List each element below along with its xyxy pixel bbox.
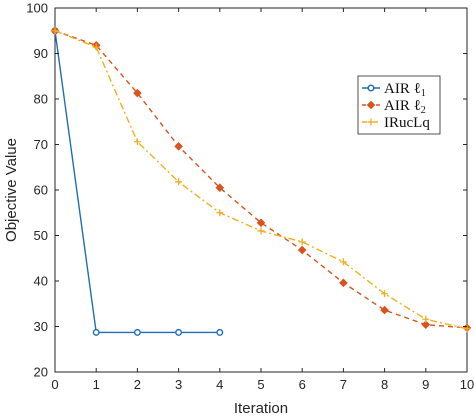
data-point — [216, 328, 224, 336]
x-axis-title: Iteration — [234, 400, 288, 417]
data-point — [422, 315, 430, 323]
data-point — [339, 278, 348, 288]
y-tick-label: 100 — [26, 1, 48, 16]
series-2 — [50, 26, 472, 333]
x-tick-label: 4 — [216, 377, 223, 392]
data-point — [175, 178, 183, 186]
x-tick-label: 5 — [257, 377, 264, 392]
y-tick-label: 80 — [34, 92, 48, 107]
legend-label: AIR ℓ2 — [384, 98, 426, 116]
series-1 — [51, 27, 224, 336]
data-point — [51, 27, 59, 35]
x-tick-label: 6 — [299, 377, 306, 392]
legend-marker — [366, 100, 376, 110]
data-point — [174, 142, 183, 151]
x-tick-label: 2 — [134, 377, 141, 392]
y-tick-label: 60 — [34, 183, 48, 198]
data-point — [381, 290, 389, 298]
data-point — [216, 209, 224, 217]
data-point — [298, 238, 306, 246]
data-point — [92, 43, 100, 51]
x-tick-label: 7 — [340, 377, 347, 392]
y-tick-label: 50 — [34, 228, 48, 243]
x-tick-label: 9 — [422, 377, 429, 392]
legend-label: IRucLq — [384, 115, 430, 131]
data-point — [421, 320, 431, 329]
data-point — [339, 258, 347, 266]
data-point — [256, 218, 266, 228]
y-tick-label: 20 — [34, 365, 48, 380]
data-point — [133, 138, 141, 146]
legend-label: AIR ℓ1 — [384, 81, 426, 99]
x-tick-label: 3 — [175, 377, 182, 392]
legend-marker — [367, 84, 375, 92]
series-layer — [50, 26, 472, 336]
data-point — [133, 328, 141, 336]
y-tick-label: 90 — [34, 46, 48, 61]
y-tick-label: 70 — [34, 137, 48, 152]
data-point — [133, 88, 142, 98]
x-tick-label: 1 — [93, 377, 100, 392]
y-tick-label: 30 — [34, 319, 48, 334]
data-point — [92, 328, 100, 336]
data-point — [215, 183, 225, 193]
data-point — [175, 328, 183, 336]
x-tick-label: 8 — [381, 377, 388, 392]
x-tick-label: 0 — [51, 377, 58, 392]
data-point — [380, 305, 389, 315]
legend-marker — [367, 118, 375, 126]
x-tick-label: 10 — [460, 377, 474, 392]
legend-entry: AIR ℓ2 — [362, 98, 426, 116]
series-line — [54, 30, 468, 329]
data-point — [297, 245, 307, 255]
legend-entry: AIR ℓ1 — [362, 81, 426, 99]
axes-layer: 0 1 2 3 4 5 6 7 8 9 10 20 30 40 50 60 70 80 90 100 — [26, 1, 474, 393]
plot-area — [54, 7, 468, 373]
y-axis-title: Objective Value — [3, 138, 20, 242]
data-point — [257, 227, 265, 235]
y-tick-label: 40 — [34, 274, 48, 289]
legend-entry: IRucLq — [362, 115, 430, 131]
plot-frame — [54, 7, 468, 373]
